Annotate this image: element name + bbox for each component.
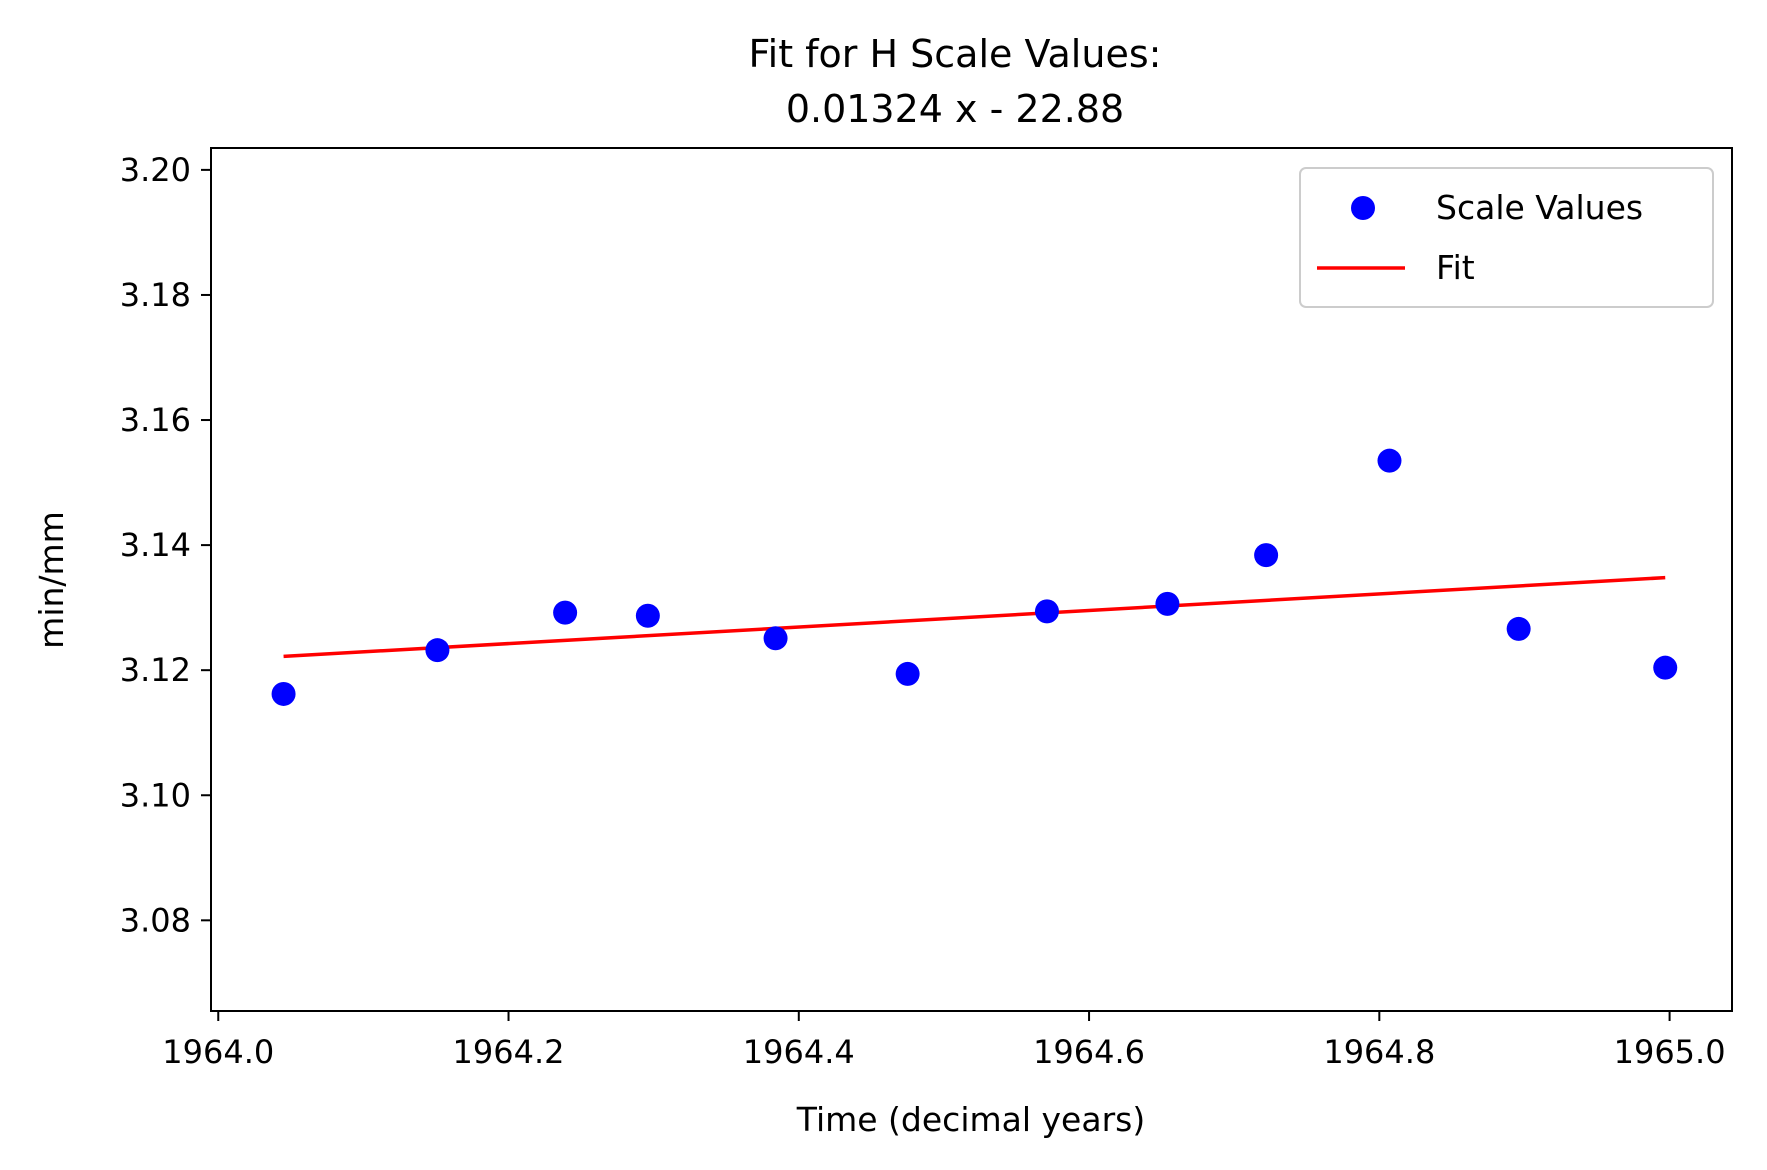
y-axis-ticks: 3.08 3.10 3.12 3.14 3.16 3.18 3.20 bbox=[120, 151, 211, 939]
x-tick-label: 1964.4 bbox=[743, 1033, 855, 1071]
scatter-point bbox=[1254, 543, 1279, 568]
y-tick-label: 3.08 bbox=[120, 901, 191, 939]
y-tick-label: 3.14 bbox=[120, 526, 191, 564]
plot-marks bbox=[271, 448, 1678, 706]
y-axis-label: min/mm bbox=[32, 511, 71, 649]
x-tick-label: 1964.0 bbox=[162, 1033, 274, 1071]
x-tick-label: 1964.6 bbox=[1033, 1033, 1145, 1071]
legend-label-fit: Fit bbox=[1436, 248, 1475, 287]
scatter-point bbox=[553, 600, 578, 625]
scatter-point bbox=[635, 603, 660, 628]
scatter-point bbox=[1653, 655, 1678, 680]
y-tick-label: 3.12 bbox=[120, 651, 191, 689]
legend: Scale Values Fit bbox=[1299, 167, 1714, 308]
legend-scatter-marker bbox=[1351, 196, 1375, 220]
legend-box bbox=[1299, 167, 1714, 308]
legend-label-scale-values: Scale Values bbox=[1436, 188, 1643, 227]
chart-title: Fit for H Scale Values: bbox=[749, 32, 1162, 76]
x-tick-label: 1964.8 bbox=[1323, 1033, 1435, 1071]
scatter-point bbox=[763, 626, 788, 651]
x-tick-label: 1964.2 bbox=[453, 1033, 565, 1071]
scatter-point bbox=[425, 638, 450, 663]
x-axis-label: Time (decimal years) bbox=[796, 1100, 1145, 1139]
fit-line bbox=[283, 575, 1666, 659]
y-tick-label: 3.20 bbox=[120, 151, 191, 189]
y-tick-label: 3.18 bbox=[120, 276, 191, 314]
scatter-point bbox=[1034, 599, 1059, 624]
x-axis-ticks: 1964.0 1964.2 1964.4 1964.6 1964.8 1965.0 bbox=[162, 1011, 1726, 1071]
plot-frame bbox=[210, 147, 1733, 1012]
scatter-point bbox=[1155, 591, 1180, 616]
x-tick-label: 1965.0 bbox=[1614, 1033, 1726, 1071]
chart-subtitle: 0.01324 x - 22.88 bbox=[786, 87, 1124, 131]
scatter-point bbox=[895, 661, 920, 686]
y-tick-label: 3.10 bbox=[120, 776, 191, 814]
scatter-point bbox=[1506, 616, 1531, 641]
y-tick-label: 3.16 bbox=[120, 401, 191, 439]
scatter-point bbox=[1377, 448, 1402, 473]
scatter-point bbox=[271, 681, 296, 706]
